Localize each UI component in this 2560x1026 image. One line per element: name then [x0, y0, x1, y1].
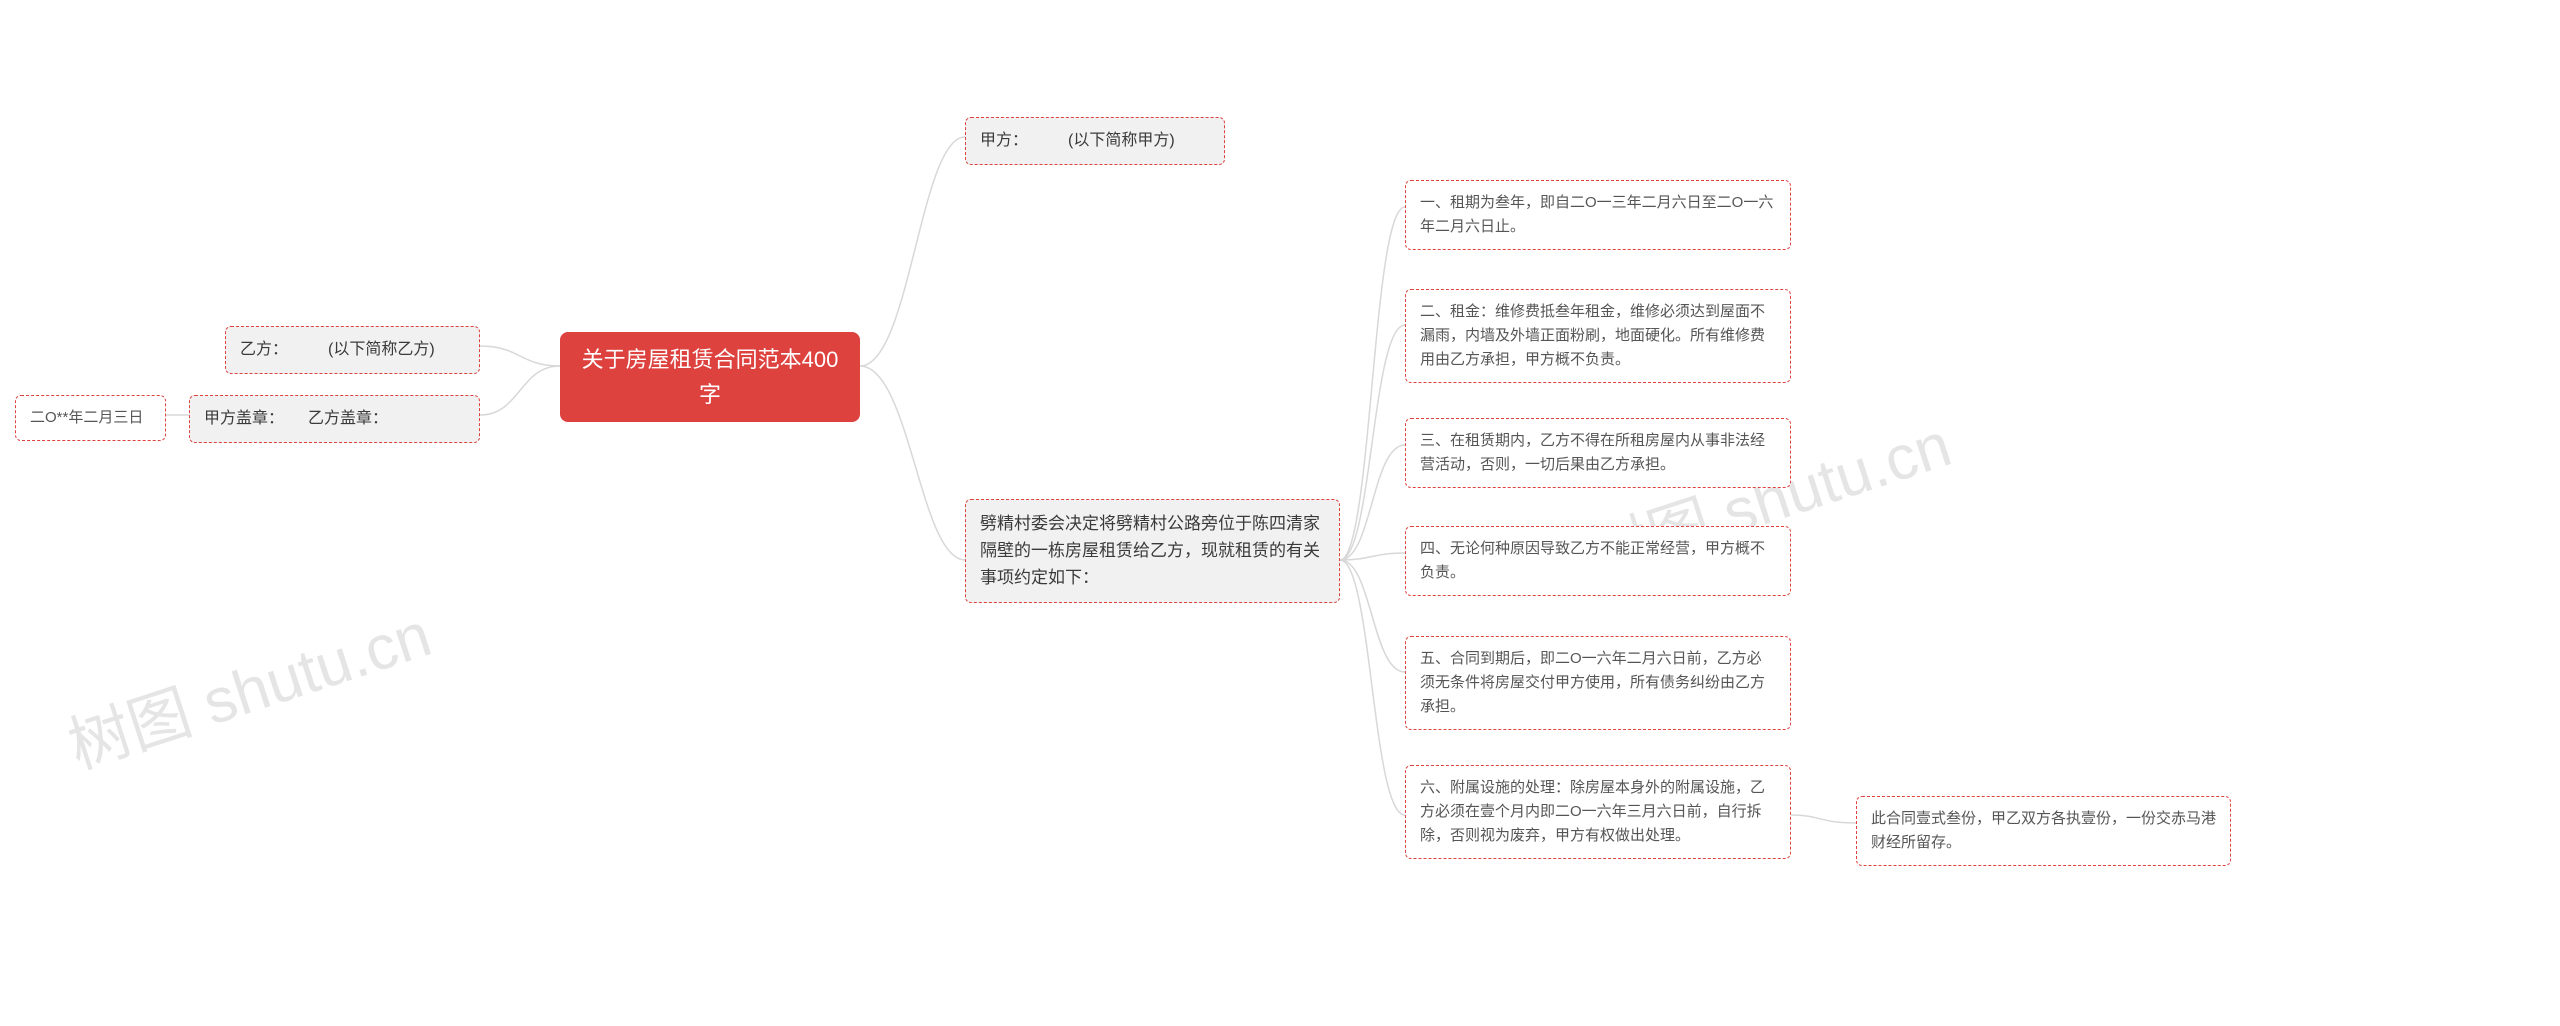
clause-1-text: 一、租期为叁年，即自二O一三年二月六日至二O一六年二月六日止。 [1420, 194, 1773, 235]
clause-2-text: 二、租金：维修费抵叁年租金，维修必须达到屋面不漏雨，内墙及外墙正面粉刷，地面硬化… [1420, 303, 1765, 368]
clause-3-text: 三、在租赁期内，乙方不得在所租房屋内从事非法经营活动，否则，一切后果由乙方承担。 [1420, 432, 1765, 473]
node-clause-2[interactable]: 二、租金：维修费抵叁年租金，维修必须达到屋面不漏雨，内墙及外墙正面粉刷，地面硬化… [1405, 289, 1791, 383]
node-clause-1[interactable]: 一、租期为叁年，即自二O一三年二月六日至二O一六年二月六日止。 [1405, 180, 1791, 250]
intro-text: 劈精村委会决定将劈精村公路旁位于陈四清家隔壁的一栋房屋租赁给乙方，现就租赁的有关… [980, 514, 1320, 587]
node-clause-3[interactable]: 三、在租赁期内，乙方不得在所租房屋内从事非法经营活动，否则，一切后果由乙方承担。 [1405, 418, 1791, 488]
node-date[interactable]: 二O**年二月三日 [15, 395, 166, 441]
node-intro[interactable]: 劈精村委会决定将劈精村公路旁位于陈四清家隔壁的一栋房屋租赁给乙方，现就租赁的有关… [965, 499, 1340, 603]
tail-text: 此合同壹式叁份，甲乙双方各执壹份，一份交赤马港财经所留存。 [1871, 810, 2216, 851]
node-clause-5[interactable]: 五、合同到期后，即二O一六年二月六日前，乙方必须无条件将房屋交付甲方使用，所有债… [1405, 636, 1791, 730]
node-seals[interactable]: 甲方盖章： 乙方盖章： [189, 395, 480, 443]
clause-4-text: 四、无论何种原因导致乙方不能正常经营，甲方概不负责。 [1420, 540, 1765, 581]
party-b-text: 乙方： (以下简称乙方) [240, 341, 435, 358]
clause-6-text: 六、附属设施的处理：除房屋本身外的附属设施，乙方必须在壹个月内即二O一六年三月六… [1420, 779, 1765, 844]
party-a-text: 甲方： (以下简称甲方) [980, 132, 1175, 149]
root-title: 关于房屋租赁合同范本400字 [582, 347, 839, 407]
root-node[interactable]: 关于房屋租赁合同范本400字 [560, 332, 860, 422]
node-clause-4[interactable]: 四、无论何种原因导致乙方不能正常经营，甲方概不负责。 [1405, 526, 1791, 596]
node-tail[interactable]: 此合同壹式叁份，甲乙双方各执壹份，一份交赤马港财经所留存。 [1856, 796, 2231, 866]
clause-5-text: 五、合同到期后，即二O一六年二月六日前，乙方必须无条件将房屋交付甲方使用，所有债… [1420, 650, 1765, 715]
watermark-left: 树图 shutu.cn [55, 584, 440, 786]
seals-text: 甲方盖章： 乙方盖章： [204, 410, 388, 427]
node-clause-6[interactable]: 六、附属设施的处理：除房屋本身外的附属设施，乙方必须在壹个月内即二O一六年三月六… [1405, 765, 1791, 859]
node-party-b[interactable]: 乙方： (以下简称乙方) [225, 326, 480, 374]
node-party-a[interactable]: 甲方： (以下简称甲方) [965, 117, 1225, 165]
date-text: 二O**年二月三日 [30, 409, 143, 426]
